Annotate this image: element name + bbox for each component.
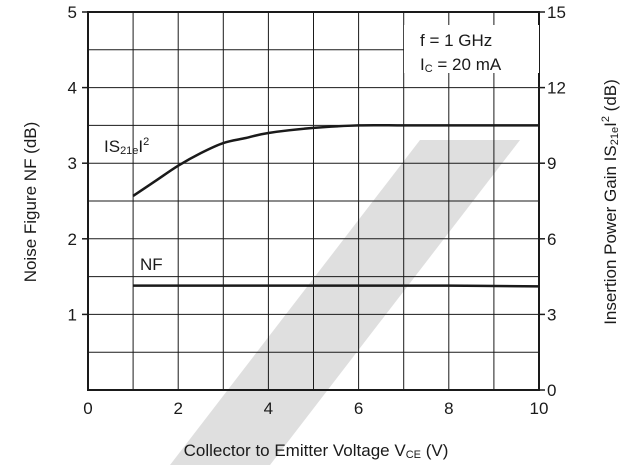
- x-tick-labels: 0 2 4 6 8 10: [83, 399, 548, 418]
- y-right-tick-label: 15: [547, 3, 566, 22]
- y-left-axis-title: Noise Figure NF (dB): [21, 122, 40, 283]
- watermark-band: [170, 140, 520, 465]
- y-right-axis-title: Insertion Power Gain IS21eI2 (dB): [600, 79, 621, 325]
- x-tick-label: 2: [173, 399, 182, 418]
- y-right-tick-label: 9: [547, 154, 556, 173]
- x-axis-title: Collector to Emitter Voltage VCE (V): [184, 441, 449, 461]
- conditions-box-bg: [404, 25, 539, 73]
- y-right-tick-label: 0: [547, 381, 556, 400]
- series-line-gain: [132, 123, 539, 197]
- x-tick-label: 6: [354, 399, 363, 418]
- y-left-tick-label: 3: [68, 154, 77, 173]
- y-left-tick-label: 5: [68, 3, 77, 22]
- plot-frame: [87, 11, 540, 391]
- y-right-tick-label: 12: [547, 79, 566, 98]
- series-line-nf: [133, 284, 540, 288]
- y-right-tick-labels: 0 3 6 9 12 15: [547, 3, 566, 400]
- y-right-tick-label: 3: [547, 305, 556, 324]
- frequency-annotation: f = 1 GHz: [420, 31, 492, 50]
- series-label-gain: IS21eI2: [104, 136, 149, 157]
- series-label-nf: NF: [140, 255, 163, 274]
- x-tick-label: 4: [264, 399, 273, 418]
- y-left-tick-labels: 1 2 3 4 5: [68, 3, 77, 324]
- x-tick-label: 8: [444, 399, 453, 418]
- y-right-tick-label: 6: [547, 230, 556, 249]
- y-left-tick-label: 4: [68, 79, 77, 98]
- current-annotation: IC = 20 mA: [420, 55, 502, 75]
- x-tick-label: 0: [83, 399, 92, 418]
- y-left-tick-label: 1: [68, 305, 77, 324]
- series-layer: [132, 123, 540, 288]
- y-left-tick-label: 2: [68, 230, 77, 249]
- x-tick-label: 10: [530, 399, 549, 418]
